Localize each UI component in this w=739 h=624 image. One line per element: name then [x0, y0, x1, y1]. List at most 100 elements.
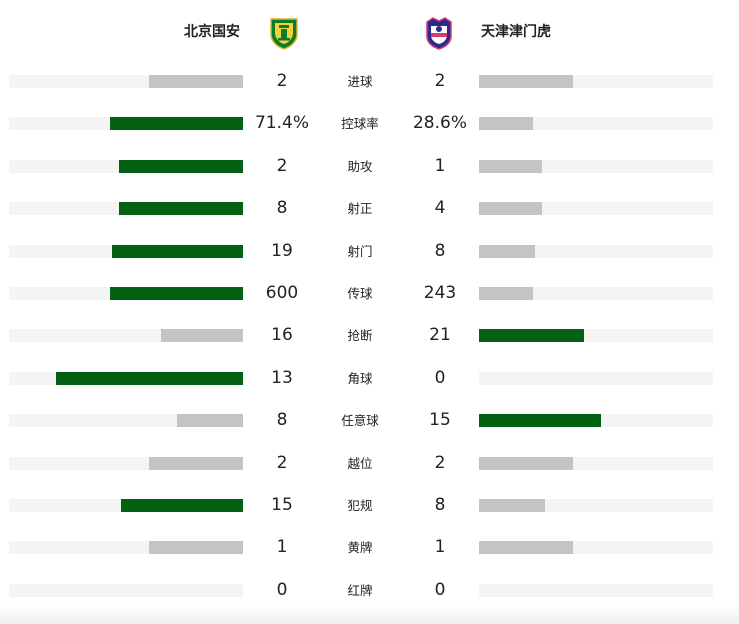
away-stat-track: [479, 286, 713, 300]
home-stat-value: 2: [276, 155, 288, 176]
away-stat-value: 1: [434, 537, 446, 558]
away-stat-value: 8: [434, 494, 446, 515]
away-stat-value: 0: [434, 367, 446, 388]
home-stat-bar: [119, 159, 243, 173]
away-stat-value: 0: [434, 579, 446, 600]
stat-label: 进球: [347, 74, 373, 89]
stat-label: 助攻: [347, 158, 373, 174]
stat-label: 射正: [347, 201, 373, 217]
away-stat-bar: [479, 244, 535, 258]
stat-label: 越位: [347, 455, 373, 471]
away-stat-value: 21: [429, 325, 451, 346]
home-stat-track: [9, 329, 243, 343]
home-stat-track: [9, 244, 243, 258]
stat-row: 2 进球 2: [0, 60, 739, 102]
away-stat-track: [479, 498, 713, 512]
stat-row: 2 助攻 1: [0, 145, 739, 187]
stat-label: 角球: [347, 370, 373, 386]
home-stat-value: 600: [265, 282, 299, 303]
stat-row: 1 黄牌 1: [0, 526, 739, 568]
away-stat-value: 15: [429, 410, 451, 431]
stat-row: 13 角球 0: [0, 357, 739, 399]
home-stat-track: [9, 414, 243, 428]
stat-row: 8 射正 4: [0, 187, 739, 229]
stat-label: 红牌: [347, 582, 373, 598]
home-stat-track: [9, 371, 243, 385]
stat-label: 任意球: [341, 413, 379, 429]
home-stat-value: 19: [271, 240, 293, 261]
away-stat-track: [479, 244, 713, 258]
home-stat-track: [9, 286, 243, 300]
away-stat-value: 243: [423, 282, 457, 303]
home-stat-track: [9, 159, 243, 173]
home-stat-bar: [149, 456, 243, 470]
home-stat-bar: [177, 414, 243, 428]
home-stat-value: 1: [276, 537, 288, 558]
home-stat-bar: [149, 541, 243, 555]
home-stat-track: [9, 541, 243, 555]
stat-row: 15 犯规 8: [0, 484, 739, 526]
stat-row: 71.4% 控球率 28.6%: [0, 102, 739, 144]
away-stat-bar: [479, 286, 533, 300]
away-stat-track: [479, 329, 713, 343]
tianjin-jinmen-tiger-crest-icon[interactable]: [423, 16, 455, 50]
stats-table: 2 进球 2 71.4% 控球率 28.6% 2 助攻 1 8 射正 4 19 射门 8 600 传球 243 16…: [0, 60, 739, 611]
away-stat-bar: [479, 159, 542, 173]
away-stat-value: 2: [434, 452, 446, 473]
stat-label: 控球率: [341, 116, 379, 132]
home-stat-track: [9, 75, 243, 88]
home-stat-track: [9, 456, 243, 470]
away-stat-bar: [479, 75, 573, 88]
beijing-guoan-crest-icon[interactable]: [268, 16, 300, 50]
away-stat-value: 2: [434, 71, 446, 91]
stat-label: 抢断: [347, 328, 373, 344]
away-stat-track: [479, 371, 713, 385]
stat-row: 600 传球 243: [0, 272, 739, 314]
home-stat-bar: [149, 75, 243, 88]
away-stat-bar: [479, 541, 573, 555]
home-stat-value: 13: [271, 367, 293, 388]
away-stat-track: [479, 414, 713, 428]
home-stat-bar: [119, 202, 243, 216]
away-stat-track: [479, 456, 713, 470]
away-stat-track: [479, 117, 713, 131]
home-stat-value: 71.4%: [254, 113, 309, 134]
away-team-name[interactable]: 天津津门虎: [481, 24, 551, 40]
home-stat-value: 15: [271, 494, 293, 515]
away-stat-value: 1: [434, 155, 446, 176]
home-stat-value: 8: [276, 198, 288, 219]
away-stat-value: 28.6%: [412, 113, 467, 134]
match-header: 北京国安 天津津门虎: [0, 0, 739, 64]
home-stat-track: [9, 117, 243, 131]
away-stat-bar: [479, 202, 542, 216]
home-stat-track: [9, 583, 243, 597]
away-stat-bar: [479, 414, 601, 428]
bottom-fade: [0, 606, 739, 624]
home-stat-bar: [110, 117, 243, 131]
home-stat-bar: [161, 329, 243, 343]
away-stat-bar: [479, 498, 545, 512]
home-stat-value: 0: [276, 579, 288, 600]
home-stat-value: 16: [271, 325, 293, 346]
stat-row: 0 红牌 0: [0, 569, 739, 611]
stat-row: 2 越位 2: [0, 442, 739, 484]
home-stat-bar: [112, 244, 243, 258]
home-stat-track: [9, 202, 243, 216]
away-stat-bar: [479, 456, 573, 470]
home-stat-value: 2: [276, 71, 288, 91]
stat-label: 射门: [347, 243, 373, 259]
away-stat-track: [479, 159, 713, 173]
away-stat-track: [479, 75, 713, 88]
away-stat-bar: [479, 117, 533, 131]
home-stat-track: [9, 498, 243, 512]
stat-label: 犯规: [347, 497, 373, 513]
stat-row: 16 抢断 21: [0, 314, 739, 356]
away-stat-value: 8: [434, 240, 446, 261]
away-stat-track: [479, 541, 713, 555]
away-stat-track: [479, 202, 713, 216]
away-stat-value: 4: [434, 198, 446, 219]
stat-label: 传球: [347, 285, 373, 301]
home-team-name[interactable]: 北京国安: [184, 24, 240, 40]
stat-row: 8 任意球 15: [0, 399, 739, 441]
away-stat-bar: [479, 329, 584, 343]
